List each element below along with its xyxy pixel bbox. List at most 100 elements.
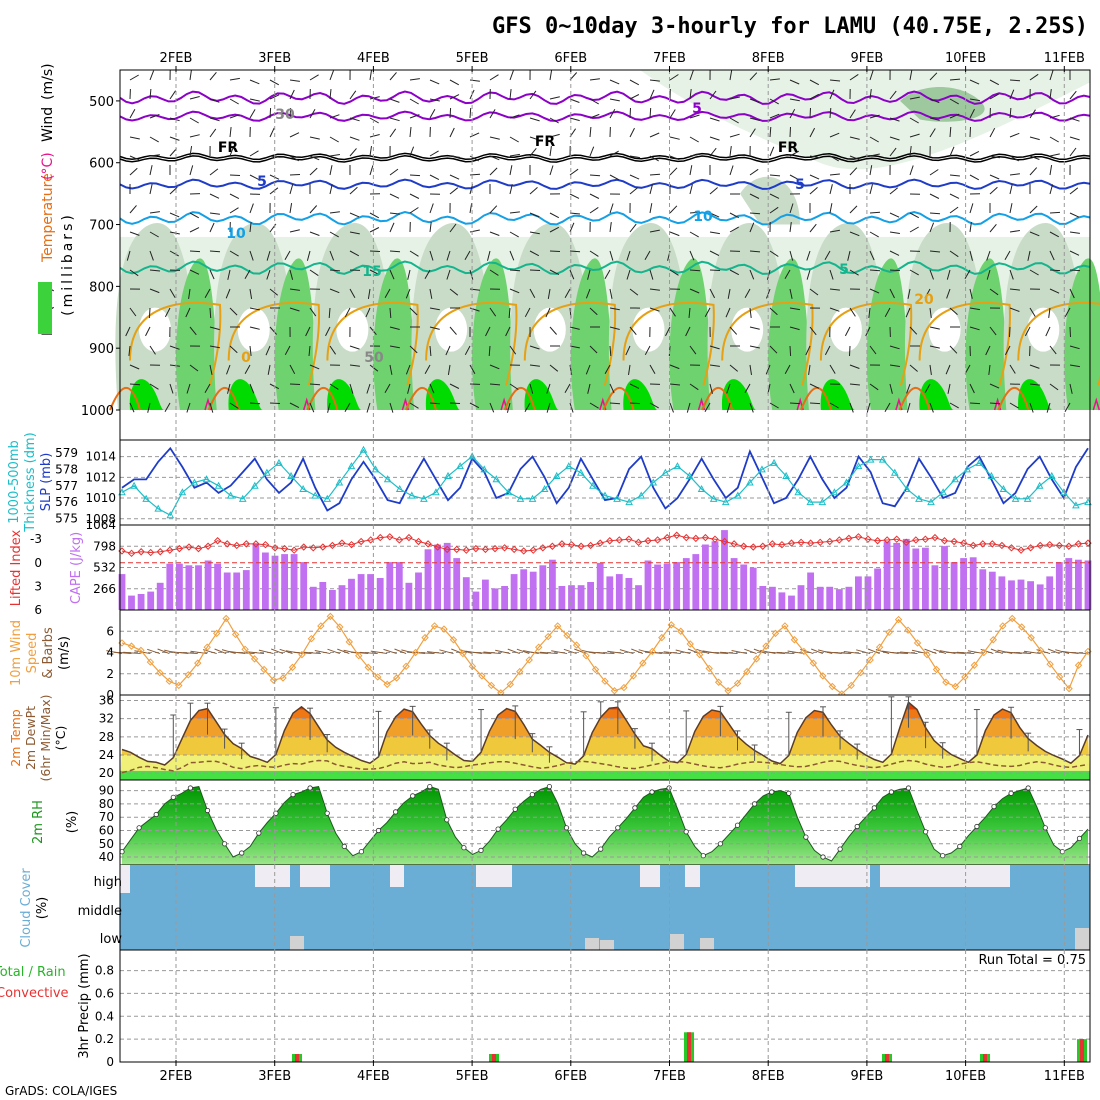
li-point (816, 538, 824, 547)
li-point (481, 545, 490, 554)
wind-barb (729, 70, 733, 81)
wind10m-barb (933, 648, 947, 655)
cape-bar (587, 582, 594, 610)
wind-barb (689, 184, 693, 195)
li-point (510, 545, 518, 554)
wind-barb (909, 212, 920, 219)
rh2m-point (1025, 785, 1031, 791)
li-point (893, 535, 901, 543)
wind-barb (609, 108, 616, 119)
wind-barb (289, 132, 300, 138)
wind10m-barb (675, 649, 691, 655)
wind-barb (489, 231, 500, 236)
rh-green-blob (768, 258, 813, 410)
isotherm-20 (425, 302, 518, 386)
wind-barb (709, 117, 720, 122)
wind-barb (506, 402, 511, 413)
wind-barb (829, 184, 833, 195)
wind-barb (985, 345, 991, 356)
cape-bar (673, 562, 681, 610)
thickness-point (178, 488, 187, 496)
wind-barb (1009, 230, 1020, 233)
wind-barb (789, 250, 794, 261)
wind-barb (389, 269, 395, 280)
wind10m-point (194, 659, 202, 667)
cape-bar (147, 591, 155, 610)
cape-bar (893, 542, 901, 610)
wind-barb (429, 307, 440, 311)
wind-barb (949, 345, 958, 354)
wind-barb (424, 269, 431, 279)
wind-barb (969, 79, 980, 85)
wind10m-barb (990, 648, 1003, 655)
wind-barb (129, 364, 140, 370)
li-point (988, 540, 997, 548)
wind-barb (769, 98, 779, 105)
isotherm-25 (405, 386, 438, 411)
wind-barb (709, 212, 720, 218)
wind10m-barb (530, 651, 549, 655)
rh2m-point (495, 826, 501, 832)
wind-barb (986, 250, 991, 261)
wind-barb (805, 345, 811, 356)
wind10m-point (345, 638, 354, 646)
isotherm-label: FR (778, 140, 799, 156)
wind-barb (389, 345, 400, 349)
li-point (673, 531, 681, 539)
cape-bar (520, 569, 528, 610)
wind-barb (949, 113, 960, 119)
cape-bar (883, 541, 891, 610)
temp2m-ytick: 24 (99, 748, 114, 762)
dewpt2m-line (121, 759, 1089, 774)
wind10m-point (203, 643, 211, 651)
wind10m-ylabel: 10m Wind Speed & Barbs (m/s) (9, 620, 72, 686)
wind-barb (487, 250, 491, 261)
wind-barb (929, 326, 940, 330)
wind-barb (649, 402, 659, 409)
wind-barb (749, 128, 756, 138)
slp-ytick: 1008 (85, 512, 116, 526)
wind-barb (969, 98, 980, 102)
wind-barb (409, 193, 420, 199)
li-point (634, 538, 643, 547)
rh2m-point (1076, 835, 1083, 842)
li-point (940, 537, 949, 545)
wind-barb (289, 288, 300, 291)
wind-barb (844, 326, 851, 337)
wind-barb (1029, 136, 1040, 141)
wind10m-point (317, 622, 325, 630)
wind-barb (989, 402, 1001, 405)
wind10m-barb (279, 648, 293, 655)
cloud-high-gap (795, 865, 870, 887)
wind-barb (249, 203, 254, 214)
wind10m-point (402, 662, 410, 671)
wind-barb (849, 205, 858, 214)
li-point (328, 541, 337, 550)
wind-barb (289, 402, 300, 409)
top-date-label: 10FEB (945, 51, 986, 66)
sounding-ytick: 700 (89, 219, 114, 234)
wind-barb (929, 345, 940, 349)
wind-barb (549, 226, 560, 233)
wind-barb (409, 250, 419, 257)
wind-barb (569, 364, 573, 375)
wind10m-point (582, 651, 590, 660)
wind10m-point (601, 677, 609, 685)
wind10m-barbs (106, 648, 1089, 655)
wind-barb (549, 146, 552, 157)
wind-barb (489, 167, 498, 176)
wind-barb (549, 326, 557, 335)
wind-barb (229, 146, 234, 157)
wind-barb (327, 402, 331, 413)
wind-barb (149, 345, 156, 355)
wind-barb (547, 288, 551, 299)
wind-barb (389, 307, 392, 319)
wind-barb (829, 107, 832, 119)
wind-barb (209, 250, 221, 253)
cloud-low-patch (600, 940, 614, 950)
wind10m-point (326, 612, 335, 621)
wind-barb (1009, 89, 1015, 100)
wind-barb (349, 90, 357, 100)
wind10m-point (165, 677, 174, 685)
wind-barb (749, 222, 755, 233)
